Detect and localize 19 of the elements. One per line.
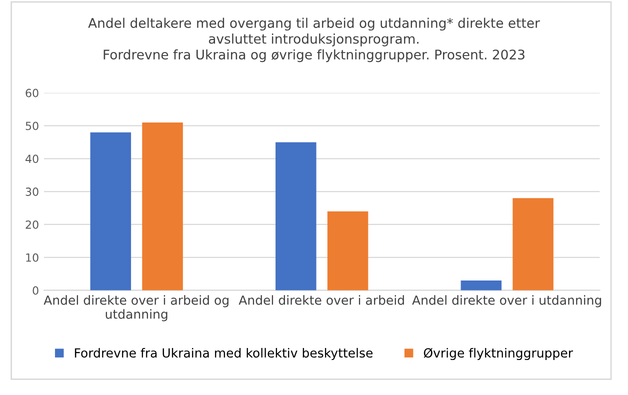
chart-title: Andel deltakere med overgang til arbeid og utdanning* direkte etter avsluttet introduksjonsprogram. Fordrevne fra Ukraina og øvrige flyktninggrupper. Prosent. 2023 bbox=[88, 18, 540, 62]
y-tick-label: 50 bbox=[26, 122, 38, 130]
x-tick-label: Andel direkte over i utdanning bbox=[412, 295, 602, 308]
y-tick-label: 60 bbox=[26, 88, 38, 98]
x-tick-label: Andel direkte over i arbeid bbox=[238, 295, 404, 305]
legend-label: Øvrige flyktninggrupper bbox=[424, 348, 574, 360]
bar bbox=[460, 280, 502, 290]
y-tick-label: 20 bbox=[26, 220, 38, 229]
y-tick-label: 0 bbox=[32, 286, 38, 295]
y-tick-label: 30 bbox=[26, 188, 38, 196]
bar bbox=[142, 122, 183, 290]
bar bbox=[327, 211, 368, 290]
legend-label: Fordrevne fra Ukraina med kollektiv beskyttelse bbox=[74, 348, 373, 360]
y-tick-label: 40 bbox=[26, 154, 38, 164]
x-tick-label: Andel direkte over i arbeid og utdanning bbox=[44, 295, 228, 322]
bar bbox=[512, 198, 554, 290]
bar bbox=[90, 132, 132, 290]
bar bbox=[276, 142, 316, 290]
y-tick-label: 10 bbox=[26, 253, 38, 262]
